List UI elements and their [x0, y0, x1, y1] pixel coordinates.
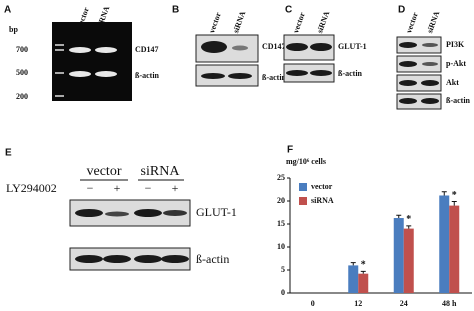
error-bar — [350, 262, 356, 266]
lane-label: vector — [404, 11, 420, 35]
axis-label: mg/10⁶ cells — [286, 157, 326, 166]
error-bar — [406, 225, 412, 229]
panel-label: D — [398, 5, 405, 16]
y-tick-label: 25 — [277, 173, 285, 182]
treatment-mark: − — [87, 181, 94, 195]
y-tick-label: 10 — [277, 242, 285, 251]
band — [201, 41, 227, 53]
y-tick-label: 5 — [281, 265, 285, 274]
treatment-mark: + — [114, 181, 121, 195]
treatment-label: LY294002 — [6, 181, 57, 195]
x-tick-label: 24 — [400, 299, 408, 308]
band-label: ß-actin — [338, 69, 363, 78]
panel-label: B — [172, 5, 179, 16]
band — [310, 70, 332, 76]
y-tick-label: 20 — [277, 196, 285, 205]
ladder — [55, 44, 64, 97]
legend-swatch — [299, 183, 307, 191]
x-tick-label: 0 — [311, 299, 315, 308]
panel-label: E — [5, 148, 12, 159]
gel — [52, 22, 132, 101]
panel-label: A — [4, 5, 11, 16]
bar — [393, 218, 404, 293]
blot-e — [69, 199, 191, 271]
band — [201, 73, 225, 79]
band-label: ß-actin — [135, 71, 160, 80]
band-label: Akt — [446, 78, 459, 87]
chart: 0 5 10 15 20 25 0 12 * 24 * 48 h * vector siRNA — [277, 173, 472, 308]
lane-label: vector — [291, 11, 307, 35]
blot — [283, 63, 335, 83]
panel-label: F — [287, 145, 293, 156]
bar — [403, 228, 414, 293]
band — [232, 45, 248, 51]
lane-label: vector — [207, 11, 223, 35]
legend-label: vector — [311, 182, 333, 191]
y-tick-label: 0 — [281, 288, 285, 297]
x-tick-label: 12 — [354, 299, 362, 308]
panel-label: C — [285, 5, 292, 16]
significance-marker: * — [452, 190, 457, 201]
ladder-label: 500 — [16, 68, 28, 77]
error-bar — [451, 200, 457, 206]
bar — [449, 205, 460, 293]
band-label: ß-actin — [196, 252, 229, 266]
error-bar — [360, 270, 366, 274]
band-label: ß-actin — [446, 96, 471, 105]
unit: bp — [9, 25, 18, 34]
band — [310, 43, 332, 51]
x-tick-label: 48 h — [442, 299, 457, 308]
error-bar — [396, 214, 402, 219]
blot-rows — [396, 36, 442, 110]
significance-marker: * — [361, 260, 366, 271]
legend-label: siRNA — [311, 196, 334, 205]
band-label: CD147 — [262, 42, 286, 51]
lane-label: siRNA — [425, 10, 441, 35]
band-label: GLUT-1 — [196, 205, 237, 219]
band-label: GLUT-1 — [338, 42, 367, 51]
bar — [348, 265, 359, 293]
lane-label: siRNA — [315, 10, 331, 35]
band — [286, 43, 308, 51]
band — [228, 73, 252, 79]
band-label: PI3K — [446, 40, 465, 49]
group-label: siRNA — [141, 164, 181, 179]
bar — [439, 195, 450, 293]
lane-label: siRNA — [231, 10, 247, 35]
gel-bands — [69, 47, 117, 77]
ladder-label: 700 — [16, 45, 28, 54]
band-label: CD147 — [135, 45, 159, 54]
band-label: p-Akt — [446, 59, 466, 68]
blot — [195, 64, 259, 87]
legend-swatch — [299, 197, 307, 205]
treatment-mark: − — [145, 181, 152, 195]
y-tick-label: 15 — [277, 219, 285, 228]
group-label: vector — [87, 164, 122, 179]
treatment-mark: + — [172, 181, 179, 195]
error-bar — [441, 191, 447, 196]
significance-marker: * — [406, 214, 411, 225]
bar — [358, 273, 369, 293]
band — [286, 70, 308, 76]
ladder-label: 200 — [16, 92, 28, 101]
band-label: ß-actin — [262, 73, 287, 82]
